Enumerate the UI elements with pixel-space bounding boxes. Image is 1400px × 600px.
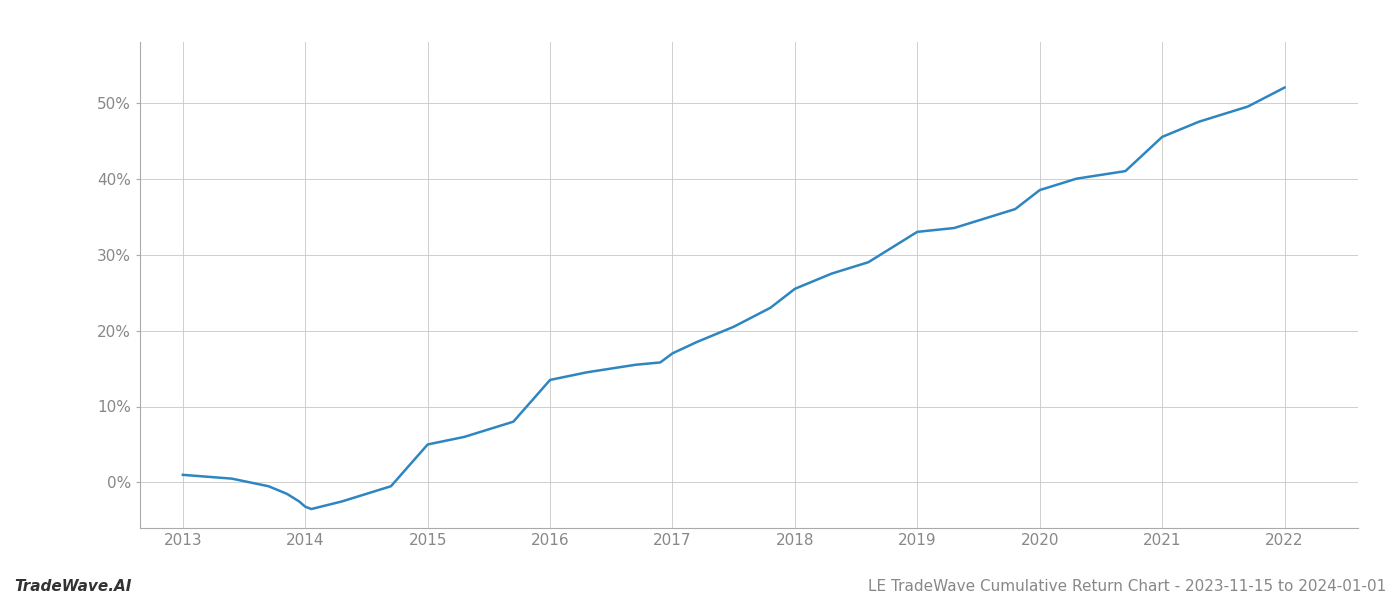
Text: TradeWave.AI: TradeWave.AI	[14, 579, 132, 594]
Text: LE TradeWave Cumulative Return Chart - 2023-11-15 to 2024-01-01: LE TradeWave Cumulative Return Chart - 2…	[868, 579, 1386, 594]
